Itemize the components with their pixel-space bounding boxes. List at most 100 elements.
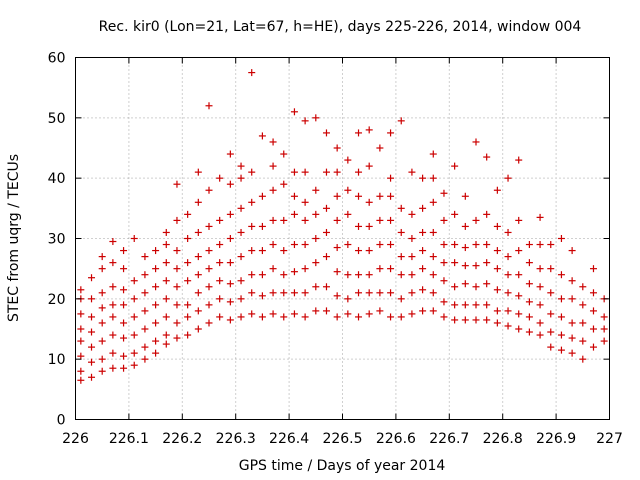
data-point [344, 210, 352, 218]
data-point [312, 235, 320, 242]
data-point [237, 162, 245, 170]
data-point [248, 198, 256, 206]
data-point [515, 271, 523, 279]
data-point [173, 301, 181, 309]
data-point [376, 241, 384, 249]
data-point [387, 129, 395, 137]
data-point [333, 268, 341, 276]
data-point [557, 271, 565, 279]
data-point [472, 262, 480, 270]
data-point [355, 247, 363, 255]
x-axis-label: GPS time / Days of year 2014 [239, 458, 446, 474]
data-point [109, 301, 117, 309]
data-point [515, 216, 523, 224]
data-point [429, 271, 437, 279]
data-point [333, 244, 341, 252]
data-point [98, 319, 106, 327]
data-point [301, 289, 309, 297]
data-point [525, 241, 533, 249]
data-point [226, 298, 234, 306]
data-point [216, 295, 224, 303]
data-point [194, 289, 202, 297]
data-point [152, 319, 160, 327]
x-tick-label: 226.5 [322, 431, 362, 447]
data-point [579, 283, 587, 291]
data-point [333, 144, 341, 152]
y-tick-label: 40 [48, 171, 66, 187]
data-point [141, 289, 149, 297]
data-point [237, 204, 245, 212]
data-point [237, 295, 245, 303]
data-point [429, 289, 437, 297]
data-point [162, 331, 170, 339]
data-point [226, 259, 234, 267]
data-point [515, 292, 523, 300]
data-point [77, 337, 85, 345]
data-point [461, 244, 469, 252]
grid [75, 57, 610, 420]
data-point [98, 355, 106, 363]
data-point [387, 216, 395, 224]
data-point [515, 325, 523, 333]
data-point [525, 328, 533, 336]
data-point [258, 313, 266, 321]
data-point [290, 108, 298, 116]
data-point [216, 259, 224, 267]
data-point [301, 168, 309, 176]
data-point [376, 216, 384, 224]
data-point [269, 186, 277, 194]
data-point [248, 310, 256, 318]
data-point [472, 216, 480, 224]
data-point [355, 129, 363, 137]
data-point [515, 156, 523, 164]
data-point [568, 277, 576, 285]
data-point [290, 268, 298, 276]
data-point [376, 289, 384, 297]
data-point [258, 292, 266, 300]
data-point [226, 180, 234, 188]
data-point [600, 337, 608, 345]
data-point [333, 292, 341, 300]
data-point [152, 349, 160, 357]
data-point [312, 307, 320, 315]
data-point [280, 289, 288, 297]
data-point [322, 228, 330, 236]
data-point [269, 289, 277, 297]
data-point [237, 253, 245, 261]
data-point [344, 241, 352, 249]
data-point [440, 216, 448, 224]
data-point [184, 301, 192, 309]
data-point [376, 307, 384, 315]
data-point [376, 192, 384, 200]
data-point [194, 228, 202, 236]
data-point [429, 228, 437, 236]
data-point [184, 210, 192, 218]
data-point [397, 204, 405, 212]
data-point [493, 222, 501, 230]
data-point [579, 301, 587, 309]
data-point [333, 313, 341, 321]
data-point [205, 319, 213, 327]
data-point [472, 301, 480, 309]
y-tick-label: 20 [48, 292, 66, 308]
data-point [472, 241, 480, 249]
data-point [77, 352, 85, 360]
data-point [461, 316, 469, 324]
data-point [141, 343, 149, 351]
data-point [365, 162, 373, 170]
data-point [98, 289, 106, 297]
y-tick-label: 0 [57, 413, 66, 429]
data-point [258, 222, 266, 230]
data-point [589, 325, 597, 333]
data-point [365, 222, 373, 230]
data-point [525, 280, 533, 288]
data-point [397, 228, 405, 236]
data-point [483, 301, 491, 309]
x-tick-label: 226 [62, 431, 89, 447]
data-point [493, 265, 501, 273]
data-point [194, 198, 202, 206]
data-point [205, 222, 213, 230]
data-point [152, 283, 160, 291]
data-point [547, 241, 555, 249]
data-point [504, 253, 512, 261]
